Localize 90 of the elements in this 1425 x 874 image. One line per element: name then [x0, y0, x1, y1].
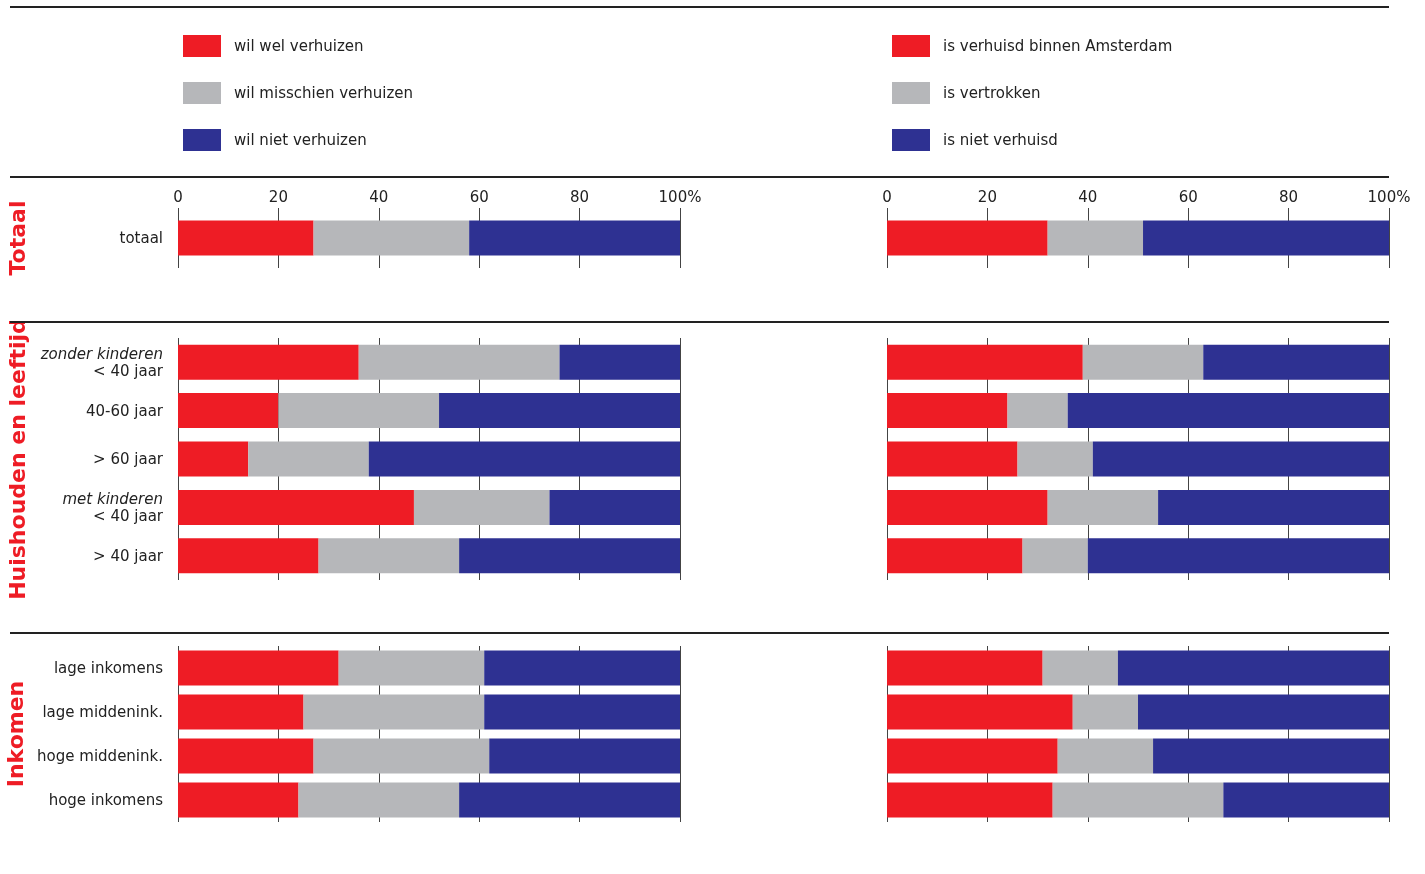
- bar: [1092, 441, 1389, 477]
- y-tick-label: lage middenink.: [42, 703, 163, 721]
- bar: [459, 782, 680, 818]
- bar: [1203, 344, 1389, 380]
- bar: [178, 650, 339, 686]
- legend-label: wil niet verhuizen: [234, 131, 367, 149]
- y-tick-label: totaal: [119, 229, 163, 247]
- bar: [303, 694, 485, 730]
- bar: [887, 738, 1058, 774]
- x-tick-label: 80: [1279, 188, 1299, 206]
- bar: [484, 694, 680, 730]
- bar: [178, 393, 279, 429]
- bar: [1072, 694, 1138, 730]
- bar: [1158, 489, 1389, 525]
- bar: [1057, 738, 1154, 774]
- bar: [1087, 538, 1389, 574]
- bar: [1017, 441, 1093, 477]
- y-tick-label: lage inkomens: [53, 659, 164, 677]
- bar: [178, 694, 304, 730]
- bar: [887, 782, 1053, 818]
- bar: [1138, 694, 1389, 730]
- bar: [1143, 220, 1389, 256]
- x-tick-label: 0: [882, 188, 892, 206]
- x-tick-label: 100%: [658, 188, 702, 206]
- bar: [313, 738, 490, 774]
- bar: [298, 782, 460, 818]
- bar: [1022, 538, 1088, 574]
- bar: [248, 441, 369, 477]
- bar: [313, 220, 470, 256]
- bar: [489, 738, 680, 774]
- bar: [559, 344, 680, 380]
- bar: [358, 344, 560, 380]
- y-tick-label: 40-60 jaar: [85, 401, 164, 420]
- x-tick-label: 100%: [1367, 188, 1411, 206]
- bar: [1153, 738, 1389, 774]
- bar: [887, 650, 1043, 686]
- bar: [484, 650, 680, 686]
- bar: [887, 694, 1073, 730]
- x-tick-label: 40: [1078, 188, 1098, 206]
- y-tick-label: > 40 jaar: [93, 546, 164, 565]
- bar: [278, 393, 440, 429]
- bar: [1007, 393, 1068, 429]
- legend-label: wil misschien verhuizen: [234, 84, 414, 102]
- y-axis-title: Totaal: [4, 200, 30, 276]
- bar: [1042, 650, 1118, 686]
- x-tick-label: 80: [570, 188, 590, 206]
- legend-label: wil wel verhuizen: [234, 37, 364, 55]
- y-tick-label: hoge inkomens: [48, 791, 164, 809]
- bar: [549, 489, 680, 525]
- bar: [1067, 393, 1389, 429]
- y-tick-label: met kinderen < 40 jaar: [62, 489, 164, 525]
- x-tick-label: 0: [173, 188, 183, 206]
- bar: [413, 489, 550, 525]
- legend-label: is verhuisd binnen Amsterdam: [943, 37, 1173, 55]
- bar: [1117, 650, 1389, 686]
- bar: [318, 538, 460, 574]
- bar: [887, 441, 1018, 477]
- bar: [178, 738, 314, 774]
- bar: [887, 538, 1023, 574]
- bar: [459, 538, 680, 574]
- bar: [887, 220, 1048, 256]
- y-tick-label: hoge middenink.: [37, 747, 163, 765]
- x-tick-label: 40: [369, 188, 389, 206]
- bar: [887, 344, 1083, 380]
- x-tick-label: 20: [977, 188, 997, 206]
- y-axis-title: Inkomen: [2, 680, 28, 788]
- bar: [368, 441, 680, 477]
- bar: [469, 220, 680, 256]
- legend-label: is vertrokken: [943, 84, 1041, 102]
- bar: [178, 489, 414, 525]
- bar: [1223, 782, 1389, 818]
- x-tick-label: 60: [1178, 188, 1198, 206]
- x-tick-label: 60: [469, 188, 489, 206]
- bar: [178, 220, 314, 256]
- bar: [887, 393, 1008, 429]
- bar: [178, 344, 359, 380]
- x-tick-label: 20: [268, 188, 288, 206]
- bar: [1047, 489, 1159, 525]
- y-tick-label: zonder kinderen < 40 jaar: [39, 344, 164, 380]
- bar: [887, 489, 1048, 525]
- bar: [178, 441, 249, 477]
- bar: [178, 782, 299, 818]
- bar: [178, 538, 319, 574]
- bar: [338, 650, 485, 686]
- bar: [1082, 344, 1204, 380]
- bar: [1047, 220, 1144, 256]
- bar: [1052, 782, 1224, 818]
- bar: [439, 393, 680, 429]
- legend-label: is niet verhuisd: [943, 131, 1058, 149]
- y-tick-label: > 60 jaar: [93, 450, 164, 468]
